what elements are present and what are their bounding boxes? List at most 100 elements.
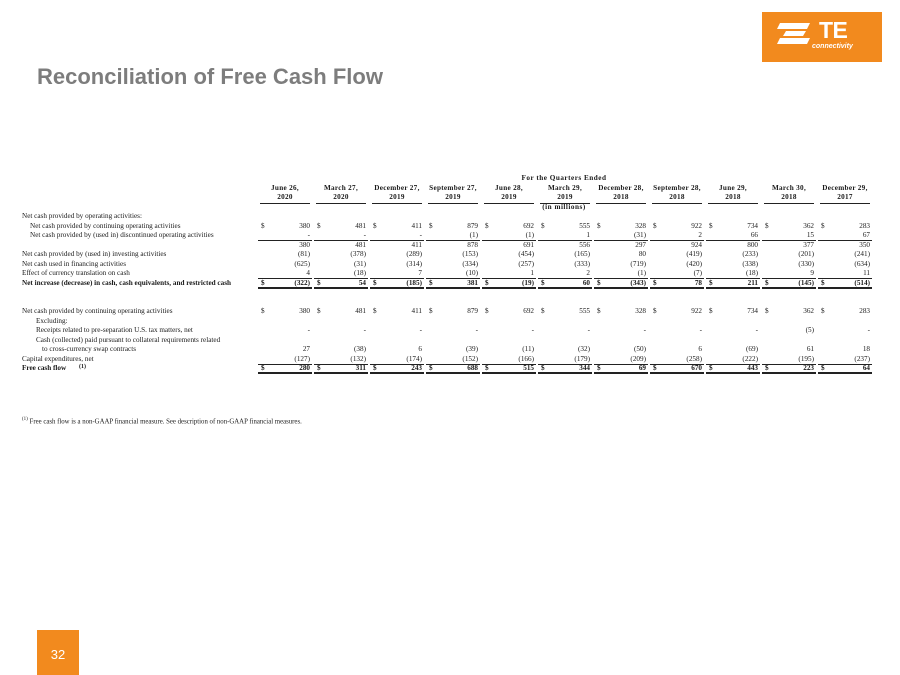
table-cell: $481 (314, 221, 368, 232)
span-header: For the Quarters Ended (521, 174, 607, 182)
table-row: Net cash provided by (used in) discontin… (22, 231, 872, 241)
row-label: Capital expenditures, net (22, 354, 94, 363)
table-span-header-row: For the Quarters Ended (22, 174, 870, 184)
table-cell: - (482, 326, 536, 336)
dollar-sign: $ (709, 364, 713, 372)
cell-value: 481 (355, 307, 366, 315)
cell-value: 6 (698, 345, 702, 353)
column-header: 2020 (333, 193, 349, 201)
table-cell: $380 (258, 307, 312, 317)
column-header-underline (596, 202, 646, 204)
table-cell: - (650, 326, 704, 336)
table-cell: (1) (482, 231, 536, 241)
cell-value: (7) (693, 269, 702, 277)
cell-value: 69 (638, 364, 646, 372)
column-header-underline (428, 202, 478, 204)
table-cell: $311 (314, 364, 368, 374)
table-cell: 4 (258, 269, 312, 279)
table-cell: (81) (258, 250, 312, 260)
table-cell: (419) (650, 250, 704, 260)
table-cell: $69 (594, 364, 648, 374)
cell-value: 555 (579, 307, 590, 315)
column-header: 2018 (613, 193, 629, 201)
table-cell: (38) (314, 345, 368, 355)
cell-value: (18) (354, 269, 366, 277)
dollar-sign: $ (653, 278, 657, 287)
cell-value: 411 (411, 221, 422, 230)
page-title: Reconciliation of Free Cash Flow (37, 64, 383, 89)
cell-value: 443 (747, 364, 758, 372)
table-cell: $922 (650, 307, 704, 317)
cell-value: (257) (518, 259, 534, 268)
cell-value: 556 (579, 240, 590, 249)
cell-value: (166) (518, 354, 534, 363)
cell-value: (19) (522, 278, 534, 287)
dollar-sign: $ (261, 364, 265, 372)
table-cell: $380 (258, 222, 312, 232)
dollar-sign: $ (373, 307, 377, 315)
cell-value: (322) (294, 278, 310, 287)
table-row: Free cash flow (1) $280 $311 $243 $688 $515 $34… (22, 364, 872, 374)
column-header-underline (652, 202, 702, 204)
table-cell: 6 (650, 345, 704, 355)
row-label: Net cash used in financing activities (22, 259, 126, 268)
dollar-sign: $ (541, 307, 545, 315)
table-cell: (31) (594, 231, 648, 241)
cell-value: 924 (691, 240, 702, 249)
dollar-sign: $ (765, 278, 769, 287)
column-header: 2018 (725, 193, 741, 201)
table-cell: 11 (818, 269, 872, 279)
cell-value: (1) (637, 269, 646, 277)
table-cell: $692 (482, 307, 536, 317)
table-cell: 691 (482, 241, 536, 251)
cell-value: 328 (635, 307, 646, 315)
row-label: Net cash provided by operating activitie… (22, 212, 142, 220)
dollar-sign: $ (317, 307, 321, 315)
dollar-sign: $ (317, 221, 321, 230)
cell-value: 688 (467, 364, 478, 372)
cell-value: (634) (854, 259, 870, 268)
cell-value: 1 (586, 231, 590, 239)
table-row: Net cash provided by operating activitie… (22, 212, 870, 222)
cell-value: 297 (635, 240, 646, 249)
column-header-underline (540, 202, 590, 204)
table-cell: - (594, 326, 648, 336)
dollar-sign: $ (373, 364, 377, 372)
table-cell: - (538, 326, 592, 336)
logo-brand-text: TE (819, 17, 848, 43)
cell-value: (127) (294, 354, 310, 363)
table-cell: 297 (594, 240, 648, 251)
dollar-sign: $ (373, 221, 377, 230)
table-cell: $879 (426, 307, 480, 317)
table-row (22, 288, 870, 298)
column-header: 2019 (445, 193, 461, 201)
column-header: March 30, (771, 183, 807, 192)
table-cell: - (370, 231, 424, 241)
dollar-sign: $ (821, 278, 825, 287)
cell-value: 328 (635, 221, 646, 230)
table-cell: $54 (314, 279, 368, 289)
dollar-sign: $ (429, 278, 433, 287)
table-cell: 481 (314, 241, 368, 251)
table-cell: $283 (818, 222, 872, 232)
cell-value: 922 (691, 307, 702, 315)
table-units-row: (in millions) (22, 203, 870, 213)
cell-value: 2 (698, 231, 702, 239)
cell-value: 211 (747, 278, 758, 287)
table-cell: 15 (762, 231, 816, 241)
cell-value: 362 (803, 307, 814, 315)
dollar-sign: $ (597, 364, 601, 372)
cell-value: 380 (299, 307, 310, 315)
cell-value: - (587, 326, 590, 334)
table-cell: (10) (426, 269, 480, 279)
cell-value: (18) (746, 269, 758, 277)
dollar-sign: $ (765, 364, 769, 372)
table-cell: $ (514) (818, 278, 872, 289)
table-cell: $734 (706, 222, 760, 232)
table-cell: (153) (426, 250, 480, 260)
row-label: Effect of currency translation on cash (22, 269, 130, 277)
cell-value: (152) (462, 354, 478, 363)
column-header: 2019 (389, 193, 405, 201)
row-label: Net increase (decrease) in cash, cash eq… (22, 278, 232, 287)
cell-value: 879 (467, 221, 478, 230)
